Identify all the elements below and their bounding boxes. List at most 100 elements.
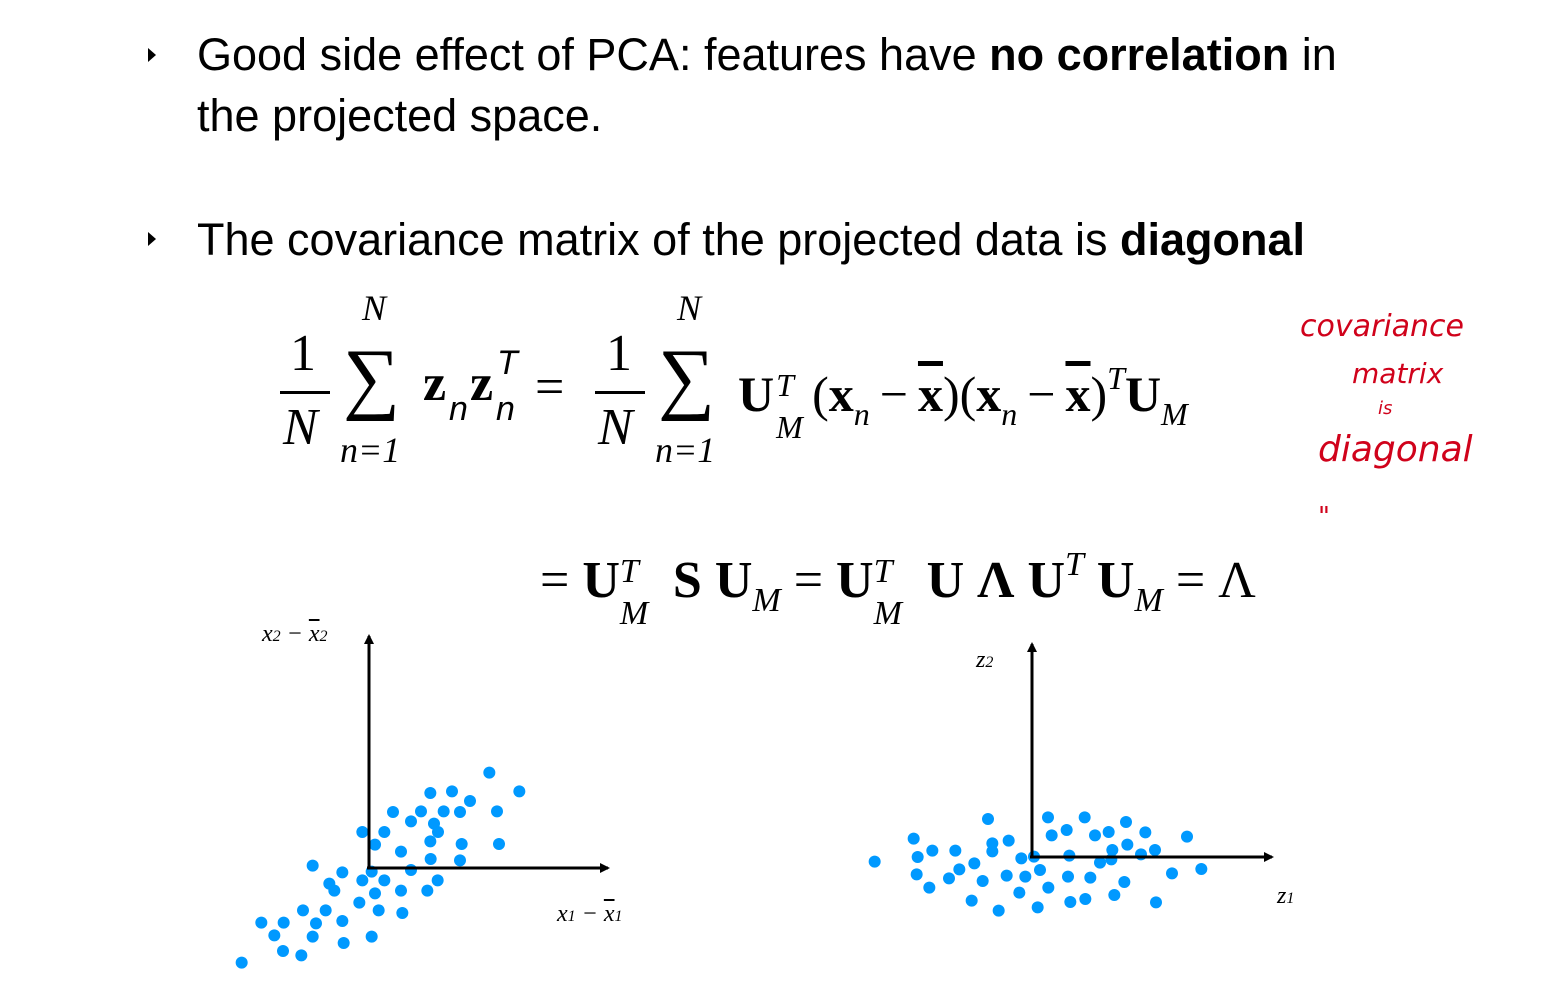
data-point	[491, 805, 503, 818]
U: U	[926, 552, 965, 609]
data-point	[306, 930, 319, 943]
data-point	[986, 845, 999, 858]
U: U	[1027, 552, 1065, 609]
data-point	[907, 832, 920, 845]
data-point	[513, 785, 526, 798]
x: x	[828, 366, 854, 422]
sup: T	[619, 553, 639, 590]
data-point	[1031, 901, 1044, 914]
data-point	[432, 826, 444, 838]
data-point	[353, 896, 366, 909]
data-point	[372, 904, 385, 917]
bullet-text-2: The covariance matrix of the projected d…	[197, 210, 1305, 270]
data-point	[1084, 871, 1097, 884]
data-point	[965, 894, 978, 907]
hand-text: is	[1378, 398, 1393, 419]
data-point	[1045, 829, 1058, 842]
data-point	[493, 838, 505, 850]
equals: =	[540, 552, 570, 609]
equals: =	[535, 359, 565, 416]
data-point	[424, 835, 437, 848]
minus: −	[879, 366, 908, 422]
data-point	[405, 864, 417, 876]
data-point	[1034, 864, 1046, 876]
fraction-bar	[280, 391, 330, 394]
data-point	[1015, 852, 1028, 865]
data-point	[1150, 896, 1162, 909]
paren: (	[959, 366, 977, 422]
data-point	[910, 868, 923, 881]
hand-text: matrix	[1352, 357, 1444, 390]
data-point	[395, 845, 407, 858]
bullet-text-1: Good side effect of PCA: features have n…	[197, 25, 1337, 85]
paren: )	[942, 366, 960, 422]
paren: )	[1090, 366, 1108, 422]
data-point	[319, 904, 332, 917]
data-point	[1060, 824, 1073, 836]
data-point	[1094, 856, 1106, 869]
data-point	[1002, 834, 1015, 847]
sum-upper: N	[677, 288, 702, 328]
data-point	[1120, 816, 1132, 828]
sub: M	[776, 409, 803, 445]
data-point	[968, 857, 981, 870]
sub: M	[1161, 396, 1188, 432]
z: z	[470, 355, 494, 412]
data-point	[396, 907, 409, 919]
bullet-text-1-line2: the projected space.	[197, 90, 603, 141]
data-point	[405, 815, 417, 828]
data-point	[431, 874, 444, 887]
data-point	[992, 904, 1005, 917]
xbar: x	[917, 366, 943, 422]
fraction-bar	[595, 391, 645, 394]
data-point	[949, 844, 962, 857]
data-point	[1102, 826, 1115, 838]
data-point	[277, 945, 289, 957]
text: Good side effect of PCA: features have	[197, 29, 990, 80]
data-point	[1079, 893, 1092, 905]
S: S	[672, 552, 702, 609]
data-point	[268, 929, 281, 942]
data-point	[365, 930, 378, 943]
left-y-label: x2 − x2	[262, 621, 328, 647]
data-point	[1089, 829, 1101, 842]
data-point	[1149, 844, 1161, 856]
Lambda: Λ	[1218, 552, 1256, 609]
sub: n	[1001, 396, 1018, 432]
data-point	[1135, 848, 1147, 861]
data-point	[1106, 844, 1119, 856]
data-point	[982, 813, 994, 825]
U: U	[738, 366, 775, 422]
right-plot-points	[868, 811, 1208, 917]
data-point	[1042, 881, 1055, 894]
data-point	[297, 904, 309, 917]
data-point	[455, 838, 468, 850]
frac-den: N	[283, 399, 318, 456]
sub: M	[873, 595, 902, 632]
frac-den: N	[598, 399, 633, 456]
data-point	[1166, 867, 1178, 880]
data-point	[369, 887, 381, 900]
text: in	[1289, 29, 1337, 80]
data-point	[1181, 830, 1193, 843]
data-point	[424, 853, 437, 865]
x: x	[976, 366, 1002, 422]
data-point	[356, 826, 369, 838]
right-y-label: z2	[976, 647, 994, 673]
U: U	[582, 552, 620, 609]
data-point	[356, 874, 369, 887]
bold-text: diagonal	[1119, 214, 1305, 265]
data-point	[1042, 811, 1054, 824]
data-point	[437, 805, 450, 818]
data-point	[1121, 838, 1134, 851]
sub: n	[496, 390, 515, 428]
data-point	[1118, 876, 1131, 888]
sum-lower: n=1	[655, 430, 716, 470]
text: The covariance matrix of the projected d…	[197, 214, 1120, 265]
data-point	[1000, 869, 1013, 882]
bold-text: no correlation	[989, 29, 1290, 80]
data-point	[387, 806, 399, 818]
data-point	[464, 795, 476, 807]
data-point	[378, 874, 391, 887]
